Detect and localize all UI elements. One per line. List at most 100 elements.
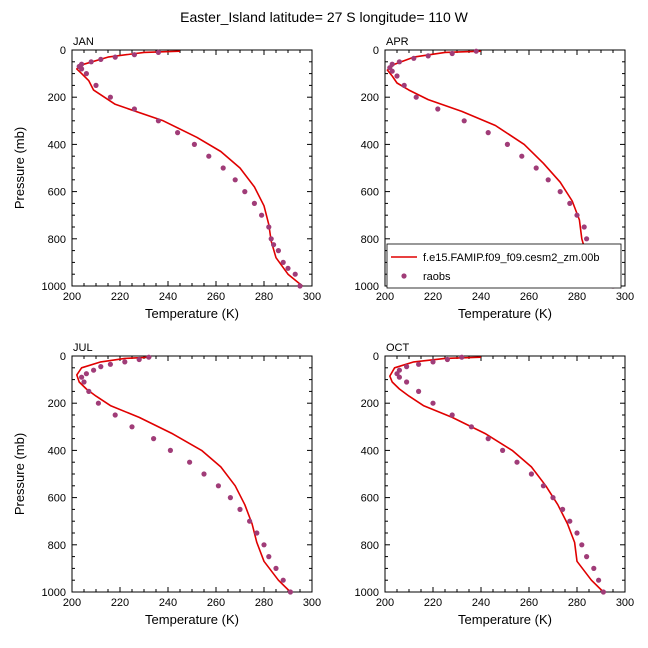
- obs-point-jul: [261, 542, 267, 548]
- obs-point-jul: [201, 471, 207, 477]
- obs-point-apr: [396, 59, 402, 65]
- figure-title: Easter_Island latitude= 27 S longitude= …: [180, 9, 468, 25]
- y-tick-label-apr: 800: [361, 234, 379, 246]
- obs-point-jan: [271, 242, 277, 248]
- x-tick-label-jan: 220: [111, 291, 129, 303]
- x-tick-label-apr: 280: [568, 291, 586, 303]
- obs-point-apr: [504, 141, 510, 147]
- y-axis-title-jan: Pressure (mb): [12, 127, 27, 209]
- obs-point-jan: [297, 283, 303, 289]
- x-tick-label-oct: 300: [616, 597, 634, 609]
- y-tick-label-oct: 1000: [355, 587, 379, 599]
- y-tick-label-jul: 800: [48, 540, 66, 552]
- obs-point-jul: [91, 367, 97, 373]
- x-tick-label-jul: 200: [63, 597, 81, 609]
- y-tick-label-jul: 200: [48, 398, 66, 410]
- obs-point-oct: [416, 361, 422, 367]
- obs-point-oct: [404, 379, 410, 385]
- x-axis-title-jul: Temperature (K): [145, 612, 239, 627]
- x-tick-label-oct: 220: [424, 597, 442, 609]
- obs-point-apr: [449, 50, 455, 57]
- obs-point-jan: [242, 189, 248, 195]
- obs-point-jul: [136, 356, 142, 363]
- obs-point-jan: [112, 54, 118, 60]
- obs-point-jan: [268, 236, 274, 242]
- obs-point-jan: [83, 71, 89, 77]
- obs-point-jan: [191, 141, 197, 147]
- obs-point-jan: [79, 66, 85, 72]
- obs-point-jul: [146, 354, 152, 360]
- y-tick-label-jan: 600: [48, 187, 66, 199]
- obs-point-jan: [292, 271, 298, 277]
- y-tick-label-jan: 200: [48, 92, 66, 104]
- obs-point-oct: [540, 483, 547, 489]
- obs-point-jul: [215, 483, 221, 489]
- obs-point-jul: [83, 371, 89, 377]
- model-line-oct: [388, 356, 604, 593]
- obs-point-oct: [404, 364, 410, 370]
- x-tick-label-apr: 240: [472, 291, 490, 303]
- obs-point-apr: [425, 53, 431, 59]
- obs-point-jul: [107, 361, 113, 367]
- obs-point-jul: [266, 554, 272, 560]
- obs-point-oct: [567, 518, 573, 524]
- obs-point-jul: [95, 400, 101, 406]
- obs-point-jan: [88, 59, 94, 65]
- obs-point-jan: [259, 212, 265, 218]
- legend-box: [386, 243, 622, 289]
- y-tick-label-jan: 400: [48, 139, 66, 151]
- obs-point-jul: [187, 459, 193, 465]
- obs-point-oct: [444, 356, 450, 363]
- obs-point-jan: [280, 259, 286, 265]
- obs-point-jan: [232, 177, 238, 183]
- obs-point-oct: [468, 424, 474, 430]
- obs-point-apr: [413, 94, 419, 100]
- obs-point-jul: [287, 589, 293, 595]
- obs-point-apr: [584, 236, 590, 242]
- y-tick-label-oct: 400: [361, 445, 379, 457]
- obs-point-jul: [79, 374, 85, 380]
- y-tick-label-jan: 800: [48, 234, 66, 246]
- obs-point-jul: [237, 506, 243, 512]
- x-tick-label-apr: 300: [616, 291, 634, 303]
- y-tick-label-jul: 0: [60, 351, 66, 363]
- legend-obs-label: raobs: [423, 271, 451, 283]
- obs-point-jan: [206, 153, 212, 159]
- x-tick-label-oct: 260: [520, 597, 538, 609]
- x-tick-label-jul: 280: [255, 597, 273, 609]
- obs-point-jan: [266, 224, 272, 230]
- obs-point-apr: [567, 200, 573, 206]
- x-tick-label-jul: 240: [159, 597, 177, 609]
- obs-point-apr: [519, 153, 525, 159]
- y-tick-label-jul: 1000: [42, 587, 66, 599]
- obs-point-jul: [81, 379, 87, 385]
- y-tick-label-oct: 800: [361, 540, 379, 552]
- x-axis-title-oct: Temperature (K): [458, 612, 552, 627]
- obs-point-oct: [600, 589, 607, 595]
- obs-point-apr: [557, 189, 563, 195]
- obs-point-apr: [485, 130, 491, 136]
- obs-point-apr: [411, 55, 417, 61]
- obs-point-apr: [389, 68, 395, 74]
- x-axis-title-jan: Temperature (K): [145, 306, 239, 321]
- obs-point-oct: [528, 471, 535, 477]
- x-tick-label-oct: 240: [472, 597, 490, 609]
- model-line-jan: [76, 50, 303, 287]
- y-tick-label-jul: 600: [48, 493, 66, 505]
- x-tick-label-jan: 280: [255, 291, 273, 303]
- obs-point-oct: [449, 412, 455, 418]
- obs-point-oct: [584, 554, 590, 560]
- obs-point-jul: [273, 565, 279, 572]
- obs-point-jan: [131, 52, 137, 58]
- obs-point-jul: [86, 388, 92, 394]
- y-tick-label-jan: 1000: [42, 281, 66, 293]
- y-tick-label-oct: 600: [361, 493, 379, 505]
- y-axis-title-jul: Pressure (mb): [12, 433, 27, 515]
- x-tick-label-oct: 280: [568, 597, 586, 609]
- y-tick-label-apr: 600: [361, 187, 379, 199]
- y-tick-label-jan: 0: [60, 45, 66, 57]
- x-tick-label-apr: 260: [520, 291, 538, 303]
- obs-point-apr: [461, 118, 467, 124]
- obs-point-apr: [435, 106, 441, 112]
